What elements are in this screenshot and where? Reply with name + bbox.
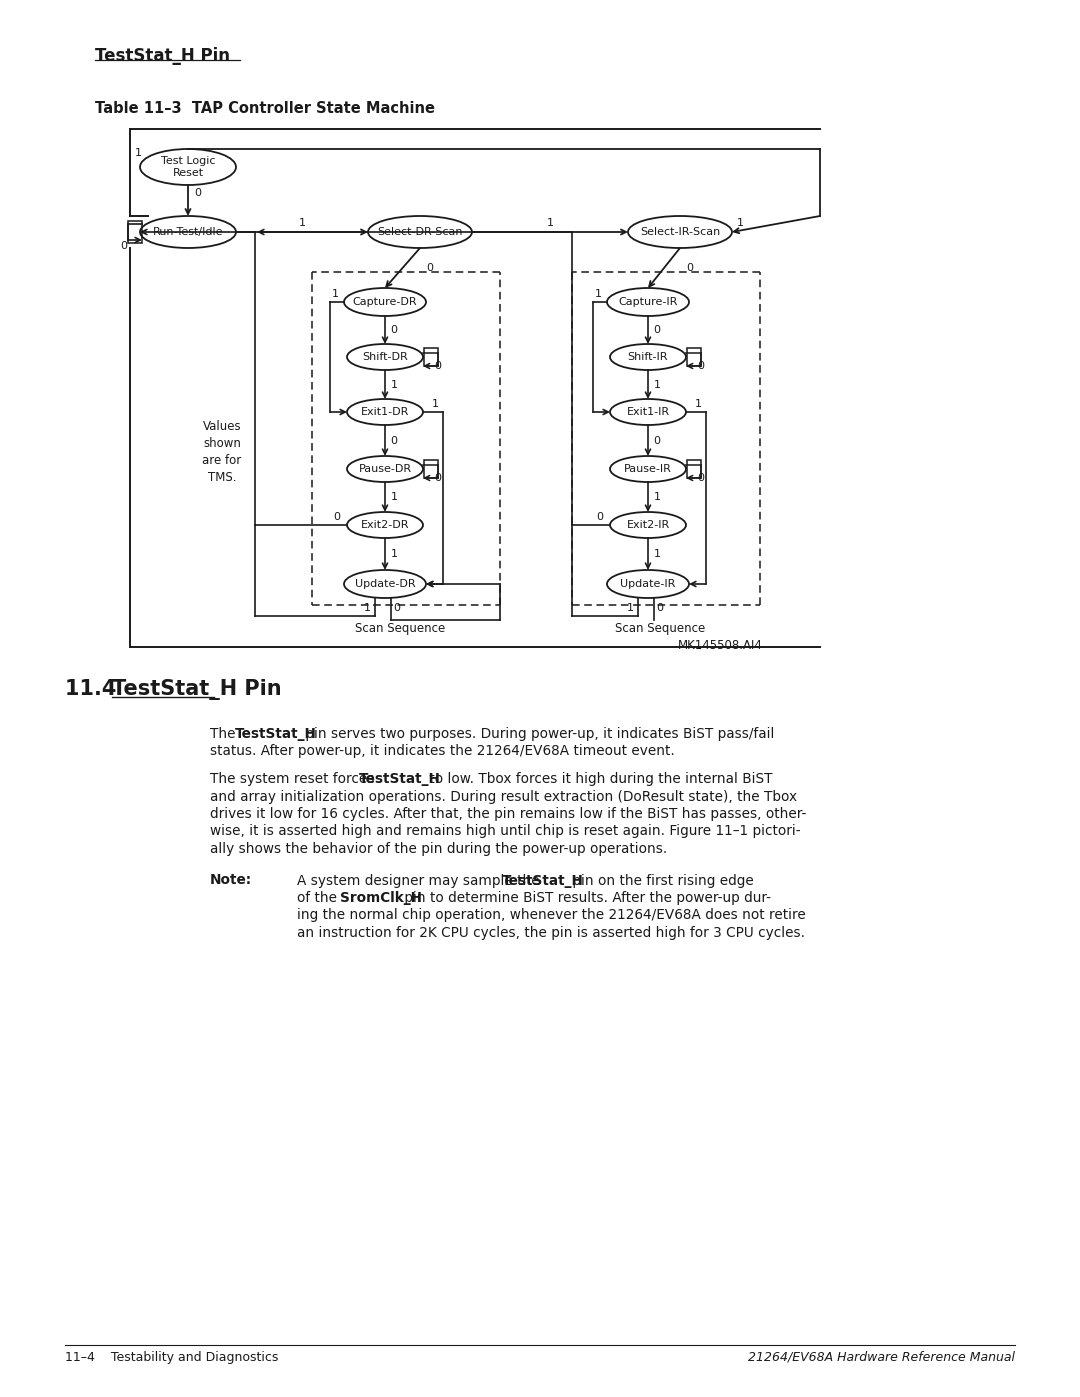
Text: drives it low for 16 cycles. After that, the pin remains low if the BiST has pas: drives it low for 16 cycles. After that,… bbox=[210, 807, 807, 821]
Text: Test Logic
Reset: Test Logic Reset bbox=[161, 156, 215, 177]
Text: Scan Sequence: Scan Sequence bbox=[615, 622, 705, 636]
Text: 1: 1 bbox=[546, 218, 554, 228]
Text: 0: 0 bbox=[434, 360, 442, 372]
Bar bbox=[424, 348, 438, 366]
Text: pin to determine BiST results. After the power-up dur-: pin to determine BiST results. After the… bbox=[400, 891, 771, 905]
Text: 0: 0 bbox=[393, 604, 401, 613]
Text: ally shows the behavior of the pin during the power-up operations.: ally shows the behavior of the pin durin… bbox=[210, 842, 667, 856]
Text: wise, it is asserted high and remains high until chip is reset again. Figure 11–: wise, it is asserted high and remains hi… bbox=[210, 824, 800, 838]
Text: Note:: Note: bbox=[210, 873, 252, 887]
Text: 1: 1 bbox=[391, 380, 397, 390]
Text: TestStat_H: TestStat_H bbox=[359, 773, 441, 787]
Text: Capture-DR: Capture-DR bbox=[353, 298, 417, 307]
Text: and array initialization operations. During result extraction (DoResult state), : and array initialization operations. Dur… bbox=[210, 789, 797, 803]
Text: 0: 0 bbox=[657, 604, 663, 613]
Text: 11–4    Testability and Diagnostics: 11–4 Testability and Diagnostics bbox=[65, 1351, 279, 1363]
Text: Exit2-DR: Exit2-DR bbox=[361, 520, 409, 529]
Text: 0: 0 bbox=[698, 360, 704, 372]
Text: Shift-DR: Shift-DR bbox=[362, 352, 408, 362]
Text: 0: 0 bbox=[434, 474, 442, 483]
Text: 1: 1 bbox=[364, 604, 370, 613]
Text: Pause-DR: Pause-DR bbox=[359, 464, 411, 474]
Text: 1: 1 bbox=[653, 492, 661, 502]
Text: 0: 0 bbox=[653, 326, 661, 335]
Text: Exit2-IR: Exit2-IR bbox=[626, 520, 670, 529]
Bar bbox=[687, 348, 701, 366]
Text: status. After power-up, it indicates the 21264/EV68A timeout event.: status. After power-up, it indicates the… bbox=[210, 745, 675, 759]
Text: TestStat_H: TestStat_H bbox=[501, 873, 583, 887]
Text: 1: 1 bbox=[135, 148, 141, 158]
Text: 1: 1 bbox=[298, 218, 306, 228]
Text: 0: 0 bbox=[687, 263, 693, 272]
Text: 1: 1 bbox=[737, 218, 743, 228]
Text: 1: 1 bbox=[432, 400, 438, 409]
Text: MK145508.AI4: MK145508.AI4 bbox=[677, 638, 762, 652]
Text: Scan Sequence: Scan Sequence bbox=[355, 622, 445, 636]
Text: Exit1-IR: Exit1-IR bbox=[626, 407, 670, 416]
Text: Select-DR-Scan: Select-DR-Scan bbox=[377, 226, 462, 237]
Text: Update-IR: Update-IR bbox=[620, 578, 676, 590]
Text: 1: 1 bbox=[653, 549, 661, 559]
Text: TestStat_H Pin: TestStat_H Pin bbox=[95, 47, 230, 66]
Text: pin serves two purposes. During power-up, it indicates BiST pass/fail: pin serves two purposes. During power-up… bbox=[301, 726, 774, 740]
Text: an instruction for 2K CPU cycles, the pin is asserted high for 3 CPU cycles.: an instruction for 2K CPU cycles, the pi… bbox=[297, 926, 805, 940]
Text: 0: 0 bbox=[698, 474, 704, 483]
Text: pin on the first rising edge: pin on the first rising edge bbox=[568, 873, 754, 887]
Text: 0: 0 bbox=[391, 436, 397, 446]
Text: to low. Tbox forces it high during the internal BiST: to low. Tbox forces it high during the i… bbox=[424, 773, 772, 787]
Text: The: The bbox=[210, 726, 240, 740]
Text: A system designer may sample the: A system designer may sample the bbox=[297, 873, 544, 887]
Text: 0: 0 bbox=[596, 511, 604, 522]
Text: Pause-IR: Pause-IR bbox=[624, 464, 672, 474]
Bar bbox=[687, 460, 701, 478]
Text: Update-DR: Update-DR bbox=[354, 578, 416, 590]
Text: 1: 1 bbox=[391, 492, 397, 502]
Text: Exit1-DR: Exit1-DR bbox=[361, 407, 409, 416]
Text: 0: 0 bbox=[334, 511, 340, 522]
Text: Values
shown
are for
TMS.: Values shown are for TMS. bbox=[202, 420, 242, 483]
Text: 1: 1 bbox=[694, 400, 702, 409]
Text: TestStat_H Pin: TestStat_H Pin bbox=[112, 679, 282, 700]
Text: 1: 1 bbox=[391, 549, 397, 559]
Text: 11.4: 11.4 bbox=[65, 679, 131, 698]
Text: 0: 0 bbox=[653, 436, 661, 446]
Text: 21264/EV68A Hardware Reference Manual: 21264/EV68A Hardware Reference Manual bbox=[748, 1351, 1015, 1363]
Text: 0: 0 bbox=[391, 326, 397, 335]
Text: of the: of the bbox=[297, 891, 341, 905]
Text: ing the normal chip operation, whenever the 21264/EV68A does not retire: ing the normal chip operation, whenever … bbox=[297, 908, 806, 922]
Text: SromClk_H: SromClk_H bbox=[340, 891, 422, 905]
Text: TestStat_H: TestStat_H bbox=[234, 726, 316, 740]
Text: 1: 1 bbox=[653, 380, 661, 390]
Text: Table 11–3  TAP Controller State Machine: Table 11–3 TAP Controller State Machine bbox=[95, 101, 435, 116]
Text: Run-Test/Idle: Run-Test/Idle bbox=[152, 226, 224, 237]
Text: 1: 1 bbox=[594, 289, 602, 299]
Text: Shift-IR: Shift-IR bbox=[627, 352, 669, 362]
Text: 0: 0 bbox=[427, 263, 433, 272]
Text: Capture-IR: Capture-IR bbox=[619, 298, 677, 307]
Text: 0: 0 bbox=[194, 189, 202, 198]
Bar bbox=[129, 221, 141, 243]
Text: The system reset forces: The system reset forces bbox=[210, 773, 379, 787]
Text: Select-IR-Scan: Select-IR-Scan bbox=[639, 226, 720, 237]
Bar bbox=[424, 460, 438, 478]
Text: 1: 1 bbox=[626, 604, 634, 613]
Text: 0: 0 bbox=[121, 242, 127, 251]
Text: 1: 1 bbox=[332, 289, 338, 299]
